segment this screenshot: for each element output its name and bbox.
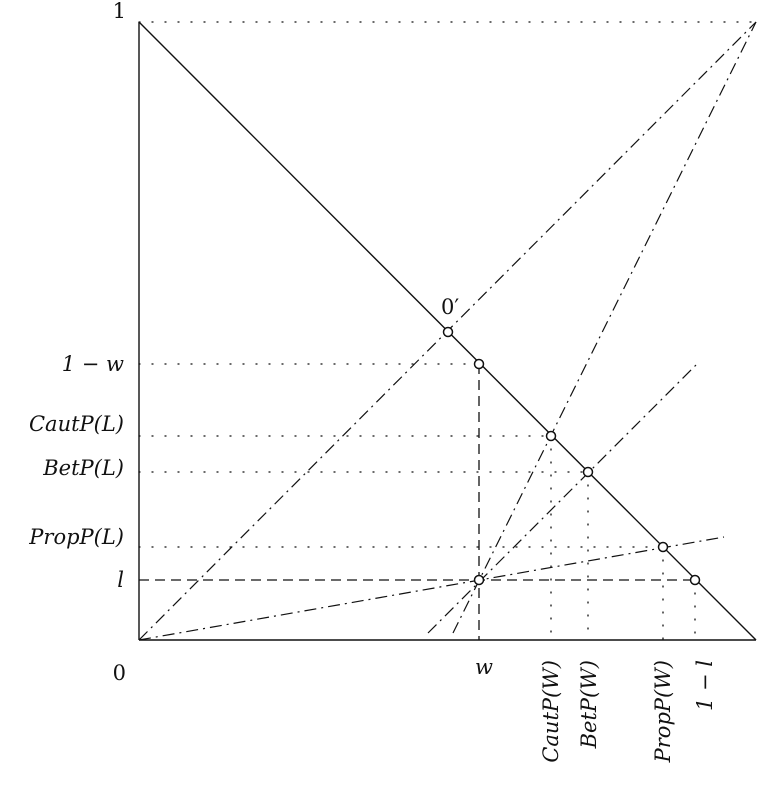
line-bet-through-point xyxy=(427,363,698,634)
point-caut xyxy=(545,430,557,442)
label-origin-prime: 0′ xyxy=(441,295,459,319)
label-bet-l: BetP(L) xyxy=(42,456,124,480)
horizontal-guides xyxy=(138,363,664,548)
label-l: l xyxy=(117,568,124,592)
label-bet-w: BetP(W) xyxy=(577,660,601,749)
line-prop-through-point xyxy=(138,536,725,641)
point-one-minus-l xyxy=(689,574,701,586)
point-one-minus-w xyxy=(473,358,485,370)
point-origin-prime xyxy=(442,326,454,338)
label-w: w xyxy=(475,655,493,679)
label-one-minus-w: 1 − w xyxy=(62,352,124,376)
label-prop-w: PropP(W) xyxy=(651,660,675,763)
label-one: 1 xyxy=(113,0,126,23)
label-zero: 0 xyxy=(113,661,126,685)
label-one-minus-l: 1 − l xyxy=(693,660,717,711)
label-caut-l: CautP(L) xyxy=(29,412,124,436)
points xyxy=(442,326,701,586)
label-caut-w: CautP(W) xyxy=(539,660,563,763)
point-w-l xyxy=(473,574,485,586)
dashed-lines xyxy=(139,364,695,640)
label-prop-l: PropP(L) xyxy=(28,525,124,549)
point-bet xyxy=(582,466,594,478)
x-labels: w CautP(W) BetP(W) PropP(W) 1 − l xyxy=(475,655,717,763)
y-labels: 1 1 − w CautP(L) BetP(L) PropP(L) l 0 xyxy=(28,0,126,685)
point-prop xyxy=(657,541,669,553)
line-caut-through-point xyxy=(452,21,757,634)
vertical-guides xyxy=(550,435,696,641)
